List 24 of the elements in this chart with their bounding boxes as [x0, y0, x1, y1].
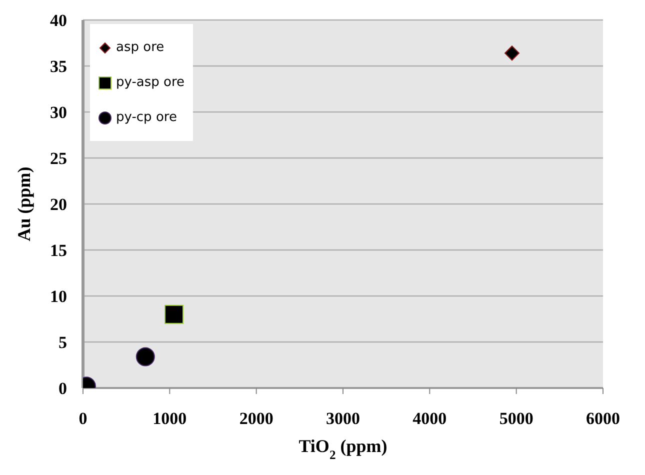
y-tick-label: 40	[50, 11, 67, 30]
y-tick-label: 15	[50, 241, 67, 260]
point	[164, 304, 184, 324]
y-tick-label: 35	[50, 57, 67, 76]
y-tick-label: 25	[50, 149, 67, 168]
point	[504, 46, 520, 61]
point	[136, 347, 155, 366]
y-axis-title: Au (ppm)	[14, 166, 34, 242]
x-tick-label: 3000	[326, 409, 360, 428]
y-tick-label: 5	[58, 333, 67, 352]
x-tick-label: 1000	[152, 409, 187, 428]
y-tick-label: 10	[50, 287, 67, 306]
x-tick-label: 0	[78, 409, 88, 428]
x-tick-label: 5000	[499, 409, 534, 428]
x-tick-label: 6000	[586, 409, 620, 428]
y-tick-label: 30	[50, 103, 67, 122]
x-tick-label: 4000	[412, 409, 447, 428]
y-tick-label: 0	[58, 379, 67, 398]
y-tick-label: 20	[50, 195, 67, 214]
legend-label: py-cp ore	[116, 110, 177, 125]
legend-label: py-asp ore	[116, 75, 185, 90]
x-tick-label: 2000	[239, 409, 274, 428]
legend-label: asp ore	[116, 40, 164, 55]
x-axis-title: TiO$_{2}$ (ppm)	[298, 436, 388, 462]
